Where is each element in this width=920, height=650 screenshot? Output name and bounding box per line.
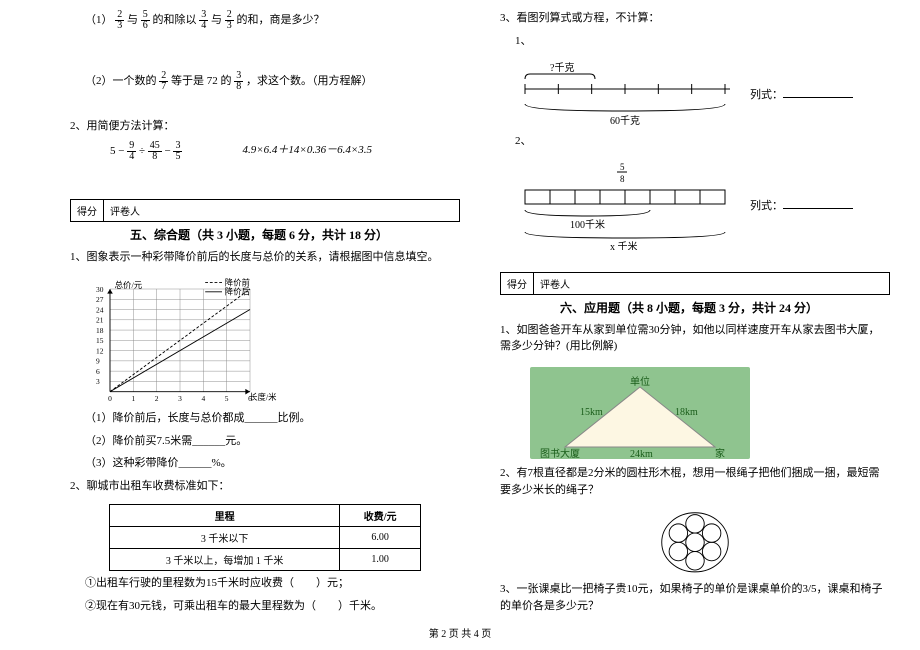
q5-2-sub2: ②现在有30元钱，可乘出租车的最大里程数为（ ）千米。 (85, 598, 460, 615)
svg-text:0: 0 (108, 394, 112, 403)
svg-text:30: 30 (96, 285, 104, 294)
section-6-title: 六、应用题（共 8 小题，每题 3 分，共计 24 分） (560, 299, 890, 316)
q5-1-sub3: （3）这种彩带降价______%。 (85, 455, 460, 472)
svg-text:3: 3 (96, 378, 100, 387)
q3-2: 2、 (515, 133, 890, 150)
q3-label: 3、看图列算式或方程，不计算： (500, 10, 890, 27)
price-chart: 总价/元 长度/米 降价前 降价后 0123456369121518212427… (70, 275, 290, 406)
section-5-title: 五、综合题（共 3 小题，每题 6 分，共计 18 分） (130, 226, 460, 243)
svg-text:x 千米: x 千米 (610, 240, 638, 250)
q2-label: 2、用简便方法计算： (70, 118, 460, 135)
q5-2-sub1: ①出租车行驶的里程数为15千米时应收费（ ）元； (85, 575, 460, 592)
q6-3: 3、一张课桌比一把椅子贵10元，如果椅子的单价是课桌单价的3/5，课桌和椅子的单… (500, 581, 890, 614)
svg-text:27: 27 (96, 295, 104, 304)
expr-label-2: 列式： (750, 197, 853, 213)
svg-text:长度/米: 长度/米 (249, 392, 277, 402)
expr-label-1: 列式： (750, 86, 853, 102)
q1-1: （1） 23 与 56 的和除以 34 与 23 的和，商是多少？ (85, 10, 460, 31)
svg-text:100千米: 100千米 (570, 218, 605, 231)
svg-text:5: 5 (225, 394, 229, 403)
page-footer: 第 2 页 共 4 页 (0, 620, 920, 640)
q1-2: （2）一个数的 27 等于是 72 的 38 ，求这个数。（用方程解） (85, 71, 460, 92)
svg-text:9: 9 (96, 357, 100, 366)
svg-text:2: 2 (155, 394, 159, 403)
q2-expr2: 4.9×6.4＋14×0.36－6.4×3.5 (242, 141, 372, 162)
q5-1-sub1: （1）降价前后，长度与总价都成______比例。 (85, 410, 460, 427)
svg-text:21: 21 (96, 316, 104, 325)
q3-1: 1、 (515, 33, 890, 50)
svg-text:60千克: 60千克 (610, 115, 640, 127)
q2-expr1: 5 − 94 ÷ 458 − 35 (110, 141, 182, 162)
svg-text:6: 6 (96, 367, 100, 376)
svg-text:12: 12 (96, 347, 104, 356)
svg-text:?千克: ?千克 (550, 62, 574, 74)
svg-text:24: 24 (96, 306, 104, 315)
q6-2: 2、有7根直径都是2分米的圆柱形木棍，想用一根绳子把他们捆成一捆，最短需要多少米… (500, 465, 890, 498)
right-column: 3、看图列算式或方程，不计算： 1、 ?千克 60千克 列式： 2、 5 8 (500, 10, 890, 620)
score-box-2: 得分评卷人 (500, 272, 890, 295)
svg-text:总价/元: 总价/元 (115, 280, 143, 290)
svg-text:6: 6 (248, 394, 252, 403)
svg-text:18: 18 (96, 326, 104, 335)
q2-expressions: 5 − 94 ÷ 458 − 35 4.9×6.4＋14×0.36－6.4×3.… (110, 141, 460, 162)
fare-table: 里程收费/元 3 千米以下6.00 3 千米以上，每增加 1 千米1.00 (109, 504, 421, 571)
triangle-diagram: 单位 15km 18km 图书大厦 24km 家 (530, 367, 750, 459)
svg-text:降价前: 降价前 (225, 278, 250, 288)
q5-1-sub2: （2）降价前买7.5米需______元。 (85, 433, 460, 450)
q5-2: 2、聊城市出租车收费标准如下： (70, 478, 460, 495)
svg-text:3: 3 (178, 394, 182, 403)
svg-text:4: 4 (201, 394, 205, 403)
svg-text:15: 15 (96, 336, 104, 345)
svg-text:1: 1 (131, 394, 135, 403)
ruler-1: ?千克 60千克 (510, 59, 740, 129)
circles-diagram (655, 510, 735, 575)
svg-text:5: 5 (620, 162, 625, 172)
q6-1: 1、如图爸爸开车从家到单位需30分钟，如他以同样速度开车从家去图书大厦，需多少分… (500, 322, 890, 355)
score-box: 得分评卷人 (70, 199, 460, 222)
svg-text:8: 8 (620, 174, 625, 184)
left-column: （1） 23 与 56 的和除以 34 与 23 的和，商是多少？ （2）一个数… (70, 10, 460, 620)
q5-1: 1、图象表示一种彩带降价前后的长度与总价的关系，请根据图中信息填空。 (70, 249, 460, 266)
ruler-2: 5 8 100千米 x 千米 (510, 160, 740, 250)
